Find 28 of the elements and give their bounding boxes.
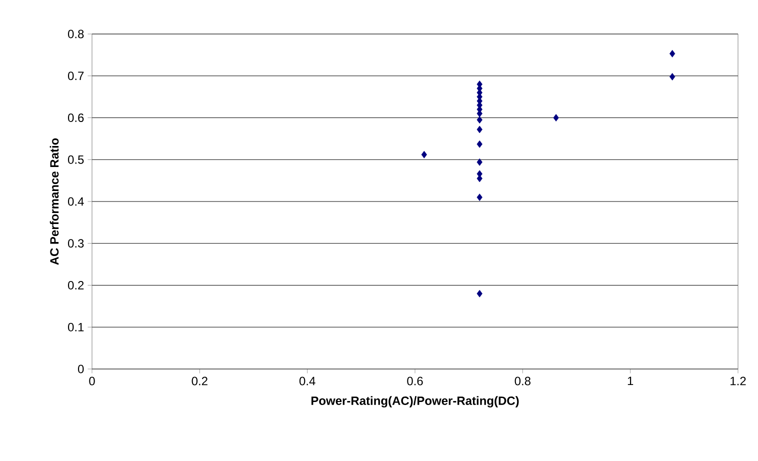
point bbox=[553, 114, 559, 122]
x-tick-label: 1.2 bbox=[730, 376, 746, 386]
x-tick-label: 0.4 bbox=[299, 376, 316, 386]
point bbox=[670, 73, 676, 80]
point bbox=[476, 116, 482, 124]
point bbox=[476, 290, 482, 298]
x-tick-label: 0 bbox=[89, 376, 95, 386]
x-tick-label: 1 bbox=[628, 376, 634, 386]
y-tick-label: 0.6 bbox=[68, 114, 84, 122]
y-axis-title: AC Performance Ratio bbox=[50, 138, 59, 265]
y-tick-label: 0.1 bbox=[68, 322, 84, 332]
point bbox=[476, 126, 482, 134]
y-tick-label: 0 bbox=[78, 364, 84, 374]
y-tick-label: 0.2 bbox=[68, 281, 84, 290]
y-tick-label: 0.5 bbox=[68, 155, 84, 164]
x-tick-label: 0.6 bbox=[407, 376, 423, 386]
point bbox=[476, 140, 482, 148]
point bbox=[670, 50, 676, 58]
y-tick-label: 0.3 bbox=[68, 239, 84, 248]
point bbox=[476, 158, 482, 166]
x-tick-label: 0.2 bbox=[192, 376, 208, 386]
point bbox=[476, 194, 482, 202]
x-axis-title: Power-Rating(AC)/Power-Rating(DC) bbox=[311, 396, 519, 408]
y-tick-label: 0.8 bbox=[68, 30, 84, 38]
y-tick-label: 0.7 bbox=[68, 72, 84, 80]
x-tick-label: 0.8 bbox=[514, 376, 530, 386]
y-tick-label: 0.4 bbox=[68, 197, 84, 206]
point bbox=[421, 150, 427, 158]
